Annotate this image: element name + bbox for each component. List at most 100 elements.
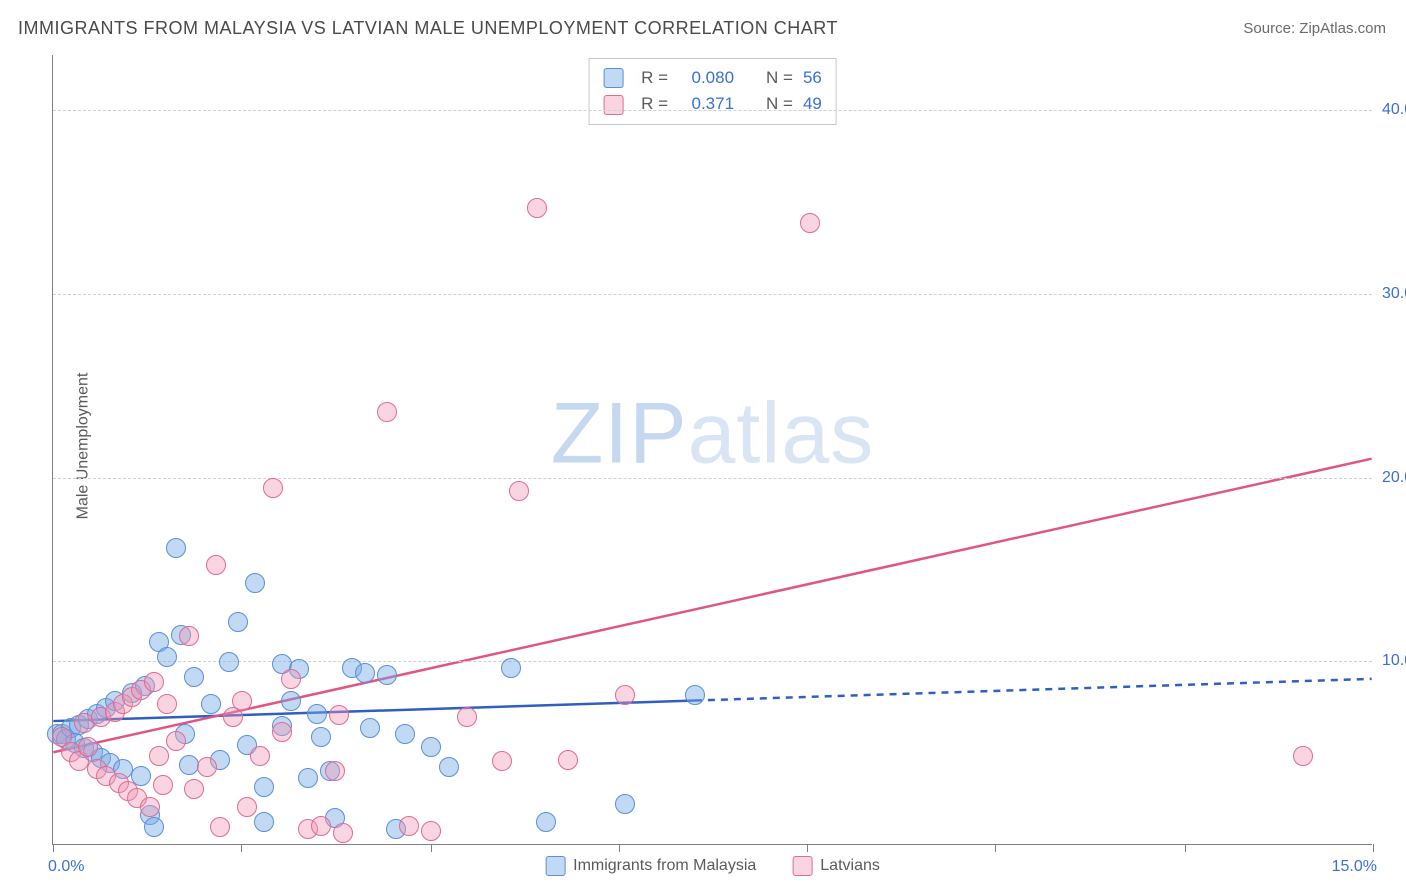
data-point — [237, 797, 257, 817]
trend-line-solid — [53, 459, 1371, 753]
x-axis-max-label: 15.0% — [1332, 858, 1377, 876]
data-point — [184, 779, 204, 799]
x-tick — [619, 844, 620, 852]
data-point — [210, 817, 230, 837]
data-point — [245, 573, 265, 593]
data-point — [250, 746, 270, 766]
legend-label: Latvians — [820, 857, 880, 874]
data-point — [201, 694, 221, 714]
data-point — [800, 213, 820, 233]
data-point — [395, 724, 415, 744]
legend-item: Immigrants from Malaysia — [545, 856, 756, 876]
data-point — [501, 658, 521, 678]
chart-container: IMMIGRANTS FROM MALAYSIA VS LATVIAN MALE… — [0, 0, 1406, 892]
data-point — [399, 816, 419, 836]
data-point — [329, 705, 349, 725]
data-point — [281, 691, 301, 711]
data-point — [492, 751, 512, 771]
x-axis-min-label: 0.0% — [48, 858, 84, 876]
x-tick — [53, 844, 54, 852]
legend-label: Immigrants from Malaysia — [573, 857, 756, 874]
data-point — [179, 626, 199, 646]
data-point — [439, 757, 459, 777]
data-point — [325, 761, 345, 781]
data-point — [263, 478, 283, 498]
data-point — [333, 823, 353, 843]
data-point — [360, 718, 380, 738]
data-point — [311, 816, 331, 836]
data-point — [457, 707, 477, 727]
stats-n-label: N = — [766, 65, 793, 91]
stats-legend-box: R = 0.080 N = 56 R = 0.371 N = 49 — [588, 58, 837, 125]
data-point — [206, 555, 226, 575]
chart-title: IMMIGRANTS FROM MALAYSIA VS LATVIAN MALE… — [18, 18, 838, 39]
y-tick-label: 10.0% — [1374, 652, 1406, 670]
data-point — [219, 652, 239, 672]
source-name: ZipAtlas.com — [1299, 20, 1386, 37]
data-point — [157, 647, 177, 667]
source-prefix: Source: — [1243, 20, 1299, 37]
data-point — [558, 750, 578, 770]
plot-area: ZIPatlas R =0.080N =56R =0.371N =49 0.0%… — [52, 55, 1372, 845]
legend-swatch — [545, 856, 565, 876]
data-point — [509, 481, 529, 501]
data-point — [311, 727, 331, 747]
data-point — [166, 731, 186, 751]
stats-r-label: R = — [641, 91, 668, 117]
data-point — [298, 768, 318, 788]
data-point — [157, 694, 177, 714]
trend-line-dashed — [695, 679, 1372, 701]
data-point — [254, 812, 274, 832]
stats-swatch — [603, 95, 623, 115]
data-point — [685, 685, 705, 705]
data-point — [281, 669, 301, 689]
x-tick — [995, 844, 996, 852]
x-tick — [807, 844, 808, 852]
gridline-h — [53, 478, 1372, 479]
gridline-h — [53, 661, 1372, 662]
data-point — [184, 667, 204, 687]
data-point — [254, 777, 274, 797]
stats-swatch — [603, 68, 623, 88]
y-tick-label: 20.0% — [1374, 469, 1406, 487]
data-point — [140, 797, 160, 817]
data-point — [153, 775, 173, 795]
data-point — [272, 722, 292, 742]
gridline-h — [53, 294, 1372, 295]
bottom-legend: Immigrants from Malaysia Latvians — [545, 856, 880, 876]
data-point — [1293, 746, 1313, 766]
data-point — [228, 612, 248, 632]
y-tick-label: 40.0% — [1374, 101, 1406, 119]
stats-n-value: 49 — [803, 91, 822, 117]
data-point — [197, 757, 217, 777]
data-point — [615, 794, 635, 814]
stats-row: R = 0.371 N = 49 — [603, 91, 822, 117]
x-tick — [431, 844, 432, 852]
data-point — [232, 691, 252, 711]
x-tick — [1373, 844, 1374, 852]
stats-n-label: N = — [766, 91, 793, 117]
stats-n-value: 56 — [803, 65, 822, 91]
data-point — [615, 685, 635, 705]
data-point — [149, 746, 169, 766]
trend-lines-layer — [53, 55, 1372, 844]
stats-r-value: 0.080 — [678, 65, 734, 91]
data-point — [421, 737, 441, 757]
x-tick — [1185, 844, 1186, 852]
x-tick — [241, 844, 242, 852]
y-tick-label: 30.0% — [1374, 285, 1406, 303]
data-point — [144, 672, 164, 692]
legend-item: Latvians — [792, 856, 880, 876]
data-point — [78, 737, 98, 757]
data-point — [307, 704, 327, 724]
data-point — [144, 817, 164, 837]
stats-row: R = 0.080 N = 56 — [603, 65, 822, 91]
source-attribution: Source: ZipAtlas.com — [1243, 20, 1386, 37]
data-point — [536, 812, 556, 832]
stats-r-label: R = — [641, 65, 668, 91]
data-point — [377, 402, 397, 422]
stats-r-value: 0.371 — [678, 91, 734, 117]
legend-swatch — [792, 856, 812, 876]
trend-line-solid — [53, 701, 695, 722]
data-point — [355, 663, 375, 683]
